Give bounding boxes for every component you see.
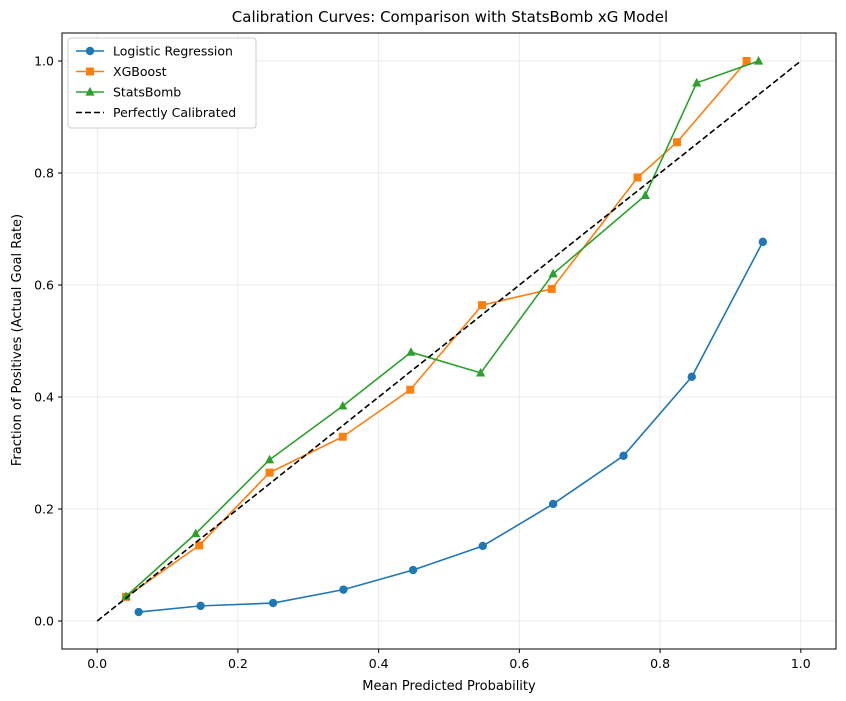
legend-item-xgboost: XGBoost: [76, 64, 167, 79]
legend-label: Logistic Regression: [113, 44, 233, 59]
y-tick-label: 0.4: [34, 390, 54, 405]
y-tick-label: 1.0: [34, 54, 54, 69]
legend-marker: [85, 46, 95, 56]
xgboost-point: [547, 284, 556, 293]
x-tick-label: 0.0: [87, 656, 107, 671]
series-perfectly-calibrated: [96, 60, 802, 622]
statsbomb-point: [191, 528, 201, 538]
x-axis-label: Mean Predicted Probability: [362, 679, 536, 694]
statsbomb-point: [338, 400, 348, 410]
logistic-regression-point: [548, 499, 558, 509]
plot-frame: [61, 32, 837, 650]
series-statsbomb: [121, 56, 764, 600]
logistic-regression-point: [196, 601, 205, 611]
legend-item-perfectly-calibrated: Perfectly Calibrated: [76, 105, 236, 120]
statsbomb-point: [692, 77, 702, 87]
axes: 0.0 0.2 0.4 0.6 0.8 1.0 0.0 0.2 0.4 0.6 0.8 1.0: [34, 54, 811, 672]
x-tick-label: 0.2: [228, 656, 248, 671]
statsbomb-point: [754, 56, 764, 65]
statsbomb-point: [476, 367, 486, 377]
legend-label: Perfectly Calibrated: [113, 105, 236, 120]
logistic-regression-point: [758, 237, 768, 247]
statsbomb-point: [406, 347, 416, 356]
xgboost-point: [478, 301, 487, 310]
xgboost-line: [125, 60, 748, 598]
legend-item-statsbomb: StatsBomb: [76, 85, 181, 100]
series-layer: [96, 56, 802, 622]
logistic-regression-point: [134, 607, 143, 617]
legend-label: XGBoost: [113, 64, 167, 79]
xgboost-point: [742, 57, 751, 65]
x-tick-label: 0.6: [509, 656, 529, 671]
statsbomb-line: [125, 60, 759, 597]
xgboost-point: [633, 173, 642, 182]
series-logistic-regression: [134, 237, 768, 617]
y-axis-label: Fraction of Positives (Actual Goal Rate): [10, 214, 25, 466]
legend-marker: [85, 87, 95, 96]
logistic-regression-point: [268, 598, 278, 608]
legend-marker: [86, 67, 94, 76]
y-tick-label: 0.6: [34, 278, 54, 293]
xgboost-point: [338, 432, 347, 441]
legend-box: [67, 37, 257, 129]
x-tick-label: 0.8: [650, 656, 670, 671]
chart-title: Calibration Curves: Comparison with Stat…: [232, 8, 668, 26]
y-tick-label: 0.8: [34, 166, 54, 181]
x-tick-label: 0.4: [369, 656, 389, 671]
series-xgboost: [122, 57, 751, 601]
statsbomb-point: [640, 190, 650, 199]
statsbomb-point: [121, 591, 131, 600]
xgboost-point: [672, 138, 681, 147]
logistic-regression-point: [619, 451, 628, 460]
xgboost-point: [265, 468, 274, 477]
legend: Logistic Regression XGBoost StatsBomb Perfe…: [67, 37, 257, 129]
perfectly-calibrated-line: [96, 60, 802, 622]
logistic-regression-point: [687, 372, 696, 382]
y-tick-label: 0.0: [34, 614, 54, 629]
logistic-regression-line: [138, 241, 764, 613]
statsbomb-point: [548, 268, 558, 278]
logistic-regression-point: [478, 541, 487, 551]
legend-item-logistic-regression: Logistic Regression: [76, 44, 233, 59]
legend-label: StatsBomb: [113, 85, 181, 100]
statsbomb-point: [264, 454, 275, 464]
xgboost-point: [406, 385, 415, 394]
x-tick-label: 1.0: [791, 656, 811, 671]
y-tick-label: 0.2: [34, 502, 54, 517]
logistic-regression-point: [408, 565, 418, 575]
xgboost-point: [195, 541, 204, 550]
logistic-regression-point: [339, 585, 348, 594]
